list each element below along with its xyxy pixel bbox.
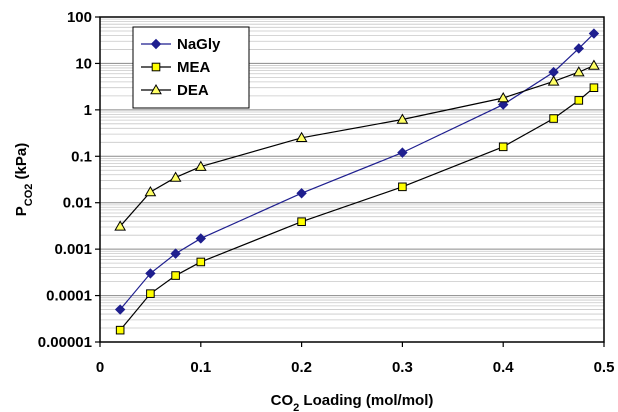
- x-axis-title-subscript: 2: [293, 402, 299, 412]
- y-tick-label: 0.01: [63, 195, 92, 212]
- legend-entry-dea: DEA: [141, 82, 209, 99]
- series-line: [119, 33, 595, 310]
- x-tick-label: 0.4: [493, 359, 515, 376]
- y-tick-label: 0.001: [54, 241, 92, 258]
- data-point: [549, 114, 558, 123]
- legend-marker: [151, 62, 161, 72]
- y-axis-title: PCO2 (kPa): [13, 143, 35, 217]
- y-tick-label: 0.1: [71, 148, 92, 165]
- data-point: [574, 96, 584, 105]
- data-point: [194, 160, 207, 171]
- data-point: [547, 75, 560, 86]
- series-mea: [115, 83, 599, 335]
- legend-marker: [150, 38, 162, 50]
- series-line: [119, 87, 595, 331]
- data-point: [573, 43, 585, 54]
- legend-label: MEA: [177, 59, 211, 76]
- data-point: [114, 220, 127, 231]
- data-point: [144, 186, 157, 197]
- y-axis-title-rest: (kPa): [13, 143, 30, 184]
- data-point: [297, 217, 306, 227]
- data-point: [114, 304, 126, 315]
- y-tick-label: 10: [75, 55, 92, 72]
- data-point: [588, 59, 600, 70]
- legend-label: NaGly: [177, 36, 221, 53]
- x-axis-title-rest: Loading (mol/mol): [299, 392, 433, 409]
- data-point: [145, 268, 156, 279]
- data-point: [572, 66, 585, 77]
- data-point: [115, 325, 125, 335]
- data-point: [296, 188, 307, 199]
- legend: NaGly MEA DEA: [132, 26, 250, 109]
- series-dea: [114, 59, 600, 231]
- y-tick-label: 1: [84, 102, 92, 119]
- data-point: [398, 182, 407, 192]
- y-tick-label: 0.00001: [38, 334, 92, 351]
- data-point: [397, 147, 408, 158]
- data-point: [497, 91, 510, 103]
- series-layer: [114, 28, 600, 335]
- y-tick-label: 100: [67, 9, 92, 26]
- data-point: [195, 233, 207, 244]
- data-point: [170, 248, 181, 259]
- legend-marker: [150, 83, 162, 95]
- x-axis-title-main: CO: [271, 392, 294, 409]
- axis-tick-marks: [95, 16, 605, 347]
- y-axis-title-main: P: [13, 206, 30, 216]
- data-point: [589, 83, 599, 93]
- data-point: [146, 289, 155, 298]
- series-nagly: [114, 28, 600, 315]
- legend-entry-mea: MEA: [141, 59, 211, 76]
- y-tick-label: 0.0001: [46, 288, 92, 305]
- x-tick-label: 0.1: [190, 359, 211, 376]
- x-tick-label: 0.5: [594, 359, 615, 376]
- y-axis-title-subscript: CO2: [23, 184, 35, 207]
- legend-label: DEA: [177, 82, 209, 99]
- minor-gridlines: [100, 18, 604, 329]
- data-point: [498, 142, 508, 152]
- data-point: [169, 171, 182, 182]
- y-axis-tick-labels: 0.00001 0.0001 0.001 0.01 0.1 1 10 100: [38, 9, 92, 351]
- data-point: [588, 28, 600, 39]
- legend-entry-nagly: NaGly: [141, 36, 221, 53]
- plot-area: [99, 16, 605, 343]
- x-axis-title: CO2 Loading (mol/mol): [271, 392, 434, 412]
- series-line: [119, 65, 595, 227]
- data-point: [196, 257, 206, 267]
- data-point: [396, 113, 409, 124]
- data-point: [171, 271, 180, 280]
- x-tick-label: 0.2: [291, 359, 312, 376]
- x-tick-label: 0: [96, 359, 104, 376]
- x-tick-label: 0.3: [392, 359, 413, 376]
- data-point: [497, 99, 509, 110]
- data-point: [295, 131, 308, 143]
- x-axis-tick-labels: 0 0.1 0.2 0.3 0.4 0.5: [96, 359, 615, 376]
